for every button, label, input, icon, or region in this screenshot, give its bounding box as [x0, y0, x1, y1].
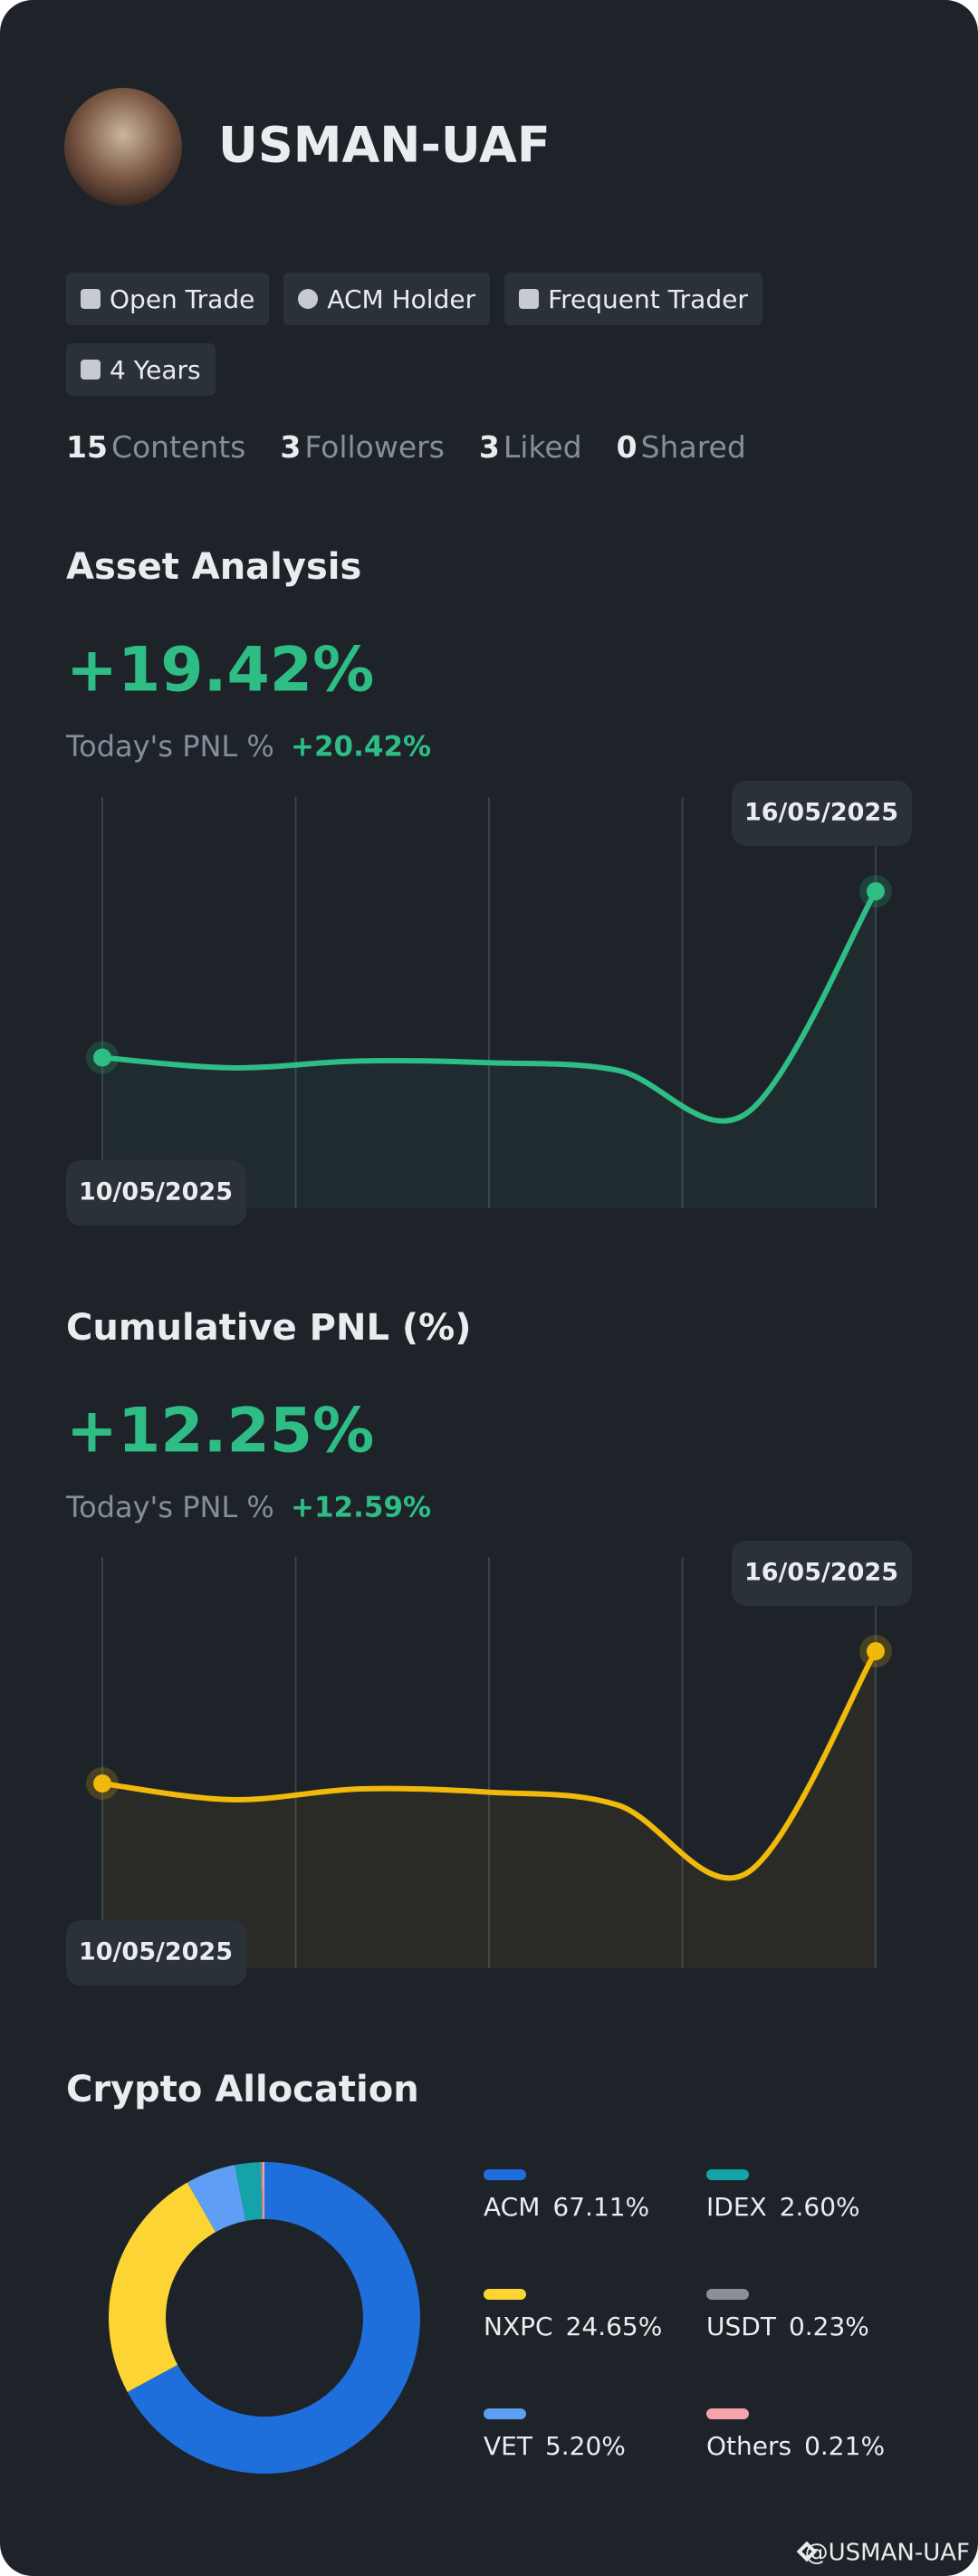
pnl-today: +12.59% — [291, 1492, 431, 1524]
legend-value: 0.23% — [789, 2312, 869, 2341]
pie-slice — [260, 2162, 264, 2220]
tag[interactable]: ACM Holder — [283, 273, 491, 325]
tag-icon — [81, 289, 101, 309]
date-label: 16/05/2025 — [744, 1559, 898, 1587]
point — [93, 1774, 111, 1793]
tag-text: Frequent Trader — [548, 284, 748, 314]
pnl-today: +20.42% — [291, 731, 431, 764]
date-badge — [66, 1920, 246, 1985]
legend-label: ACM — [484, 2192, 540, 2222]
pie-slice — [262, 2162, 264, 2220]
legend-label: Others — [706, 2431, 791, 2461]
pie-slice — [127, 2162, 421, 2474]
pnl-label: Today's PNL % — [65, 729, 274, 764]
legend-swatch — [484, 2289, 526, 2300]
area — [102, 891, 876, 1208]
legend-swatch — [706, 2289, 749, 2300]
date-label: 16/05/2025 — [744, 799, 898, 827]
footer-handle: @USMAN-UAF — [805, 2540, 970, 2567]
tag[interactable]: Open Trade — [66, 273, 270, 325]
tag-text: 4 Years — [110, 354, 201, 385]
area — [102, 1651, 876, 1968]
stat-count: 3 — [280, 429, 302, 465]
date-badge — [66, 1160, 246, 1226]
stat-label: Contents — [110, 429, 246, 465]
legend-label: NXPC — [484, 2312, 553, 2341]
point — [867, 882, 885, 900]
tag-icon — [298, 289, 319, 309]
stat-count: 0 — [616, 429, 638, 465]
legend-value: 2.60% — [780, 2192, 860, 2222]
date-badge — [732, 781, 912, 846]
legend-label: IDEX — [706, 2192, 767, 2222]
stats: 15 Contents 3 Followers 3 Liked 0 Shared — [66, 429, 746, 465]
tag-text: ACM Holder — [327, 284, 476, 314]
stat[interactable]: 15 Contents — [66, 429, 245, 465]
section-title: Crypto Allocation — [66, 2069, 419, 2110]
tag[interactable]: Frequent Trader — [504, 273, 762, 325]
tag-list: Open Trade ACM Holder Frequent Trader 4 … — [66, 273, 863, 396]
date-label: 10/05/2025 — [79, 1938, 233, 1966]
line — [100, 1648, 878, 1881]
footer-logo — [796, 2541, 818, 2562]
stat[interactable]: 0 Shared — [617, 429, 746, 465]
legend-value: 24.65% — [566, 2312, 663, 2341]
line — [100, 889, 878, 1124]
username: USMAN-UAF — [218, 117, 551, 174]
tag-text: Open Trade — [110, 284, 255, 314]
stat-label: Followers — [304, 429, 445, 465]
pie-slice — [187, 2165, 246, 2233]
section-title: Cumulative PNL (%) — [66, 1307, 472, 1349]
avatar[interactable] — [64, 88, 182, 206]
stat-count: 3 — [478, 429, 500, 465]
point — [93, 1048, 111, 1067]
stat[interactable]: 3 Followers — [280, 429, 445, 465]
legend-value: 67.11% — [552, 2192, 649, 2222]
pnl-label: Today's PNL % — [65, 1490, 274, 1524]
point — [867, 1642, 885, 1660]
legend-value: 0.21% — [804, 2431, 885, 2461]
tag-icon — [81, 360, 101, 380]
pie-slice — [109, 2182, 216, 2392]
pie-slice — [235, 2162, 262, 2221]
date-label: 10/05/2025 — [79, 1178, 233, 1206]
legend-swatch — [706, 2408, 749, 2419]
legend-label: VET — [484, 2431, 533, 2461]
section-title: Asset Analysis — [66, 546, 361, 588]
legend-swatch — [484, 2408, 526, 2419]
legend-label: USDT — [706, 2312, 777, 2341]
stat-label: Liked — [503, 429, 582, 465]
stat[interactable]: 3 Liked — [479, 429, 582, 465]
tag-icon — [519, 289, 540, 309]
stat-label: Shared — [640, 429, 746, 465]
pnl-total: +12.25% — [66, 1396, 374, 1467]
date-badge — [732, 1541, 912, 1606]
legend-swatch — [484, 2169, 526, 2180]
tag[interactable]: 4 Years — [66, 343, 216, 396]
legend-swatch — [706, 2169, 749, 2180]
legend-value: 5.20% — [545, 2431, 626, 2461]
pnl-total: +19.42% — [66, 635, 374, 706]
stat-count: 15 — [66, 429, 108, 465]
